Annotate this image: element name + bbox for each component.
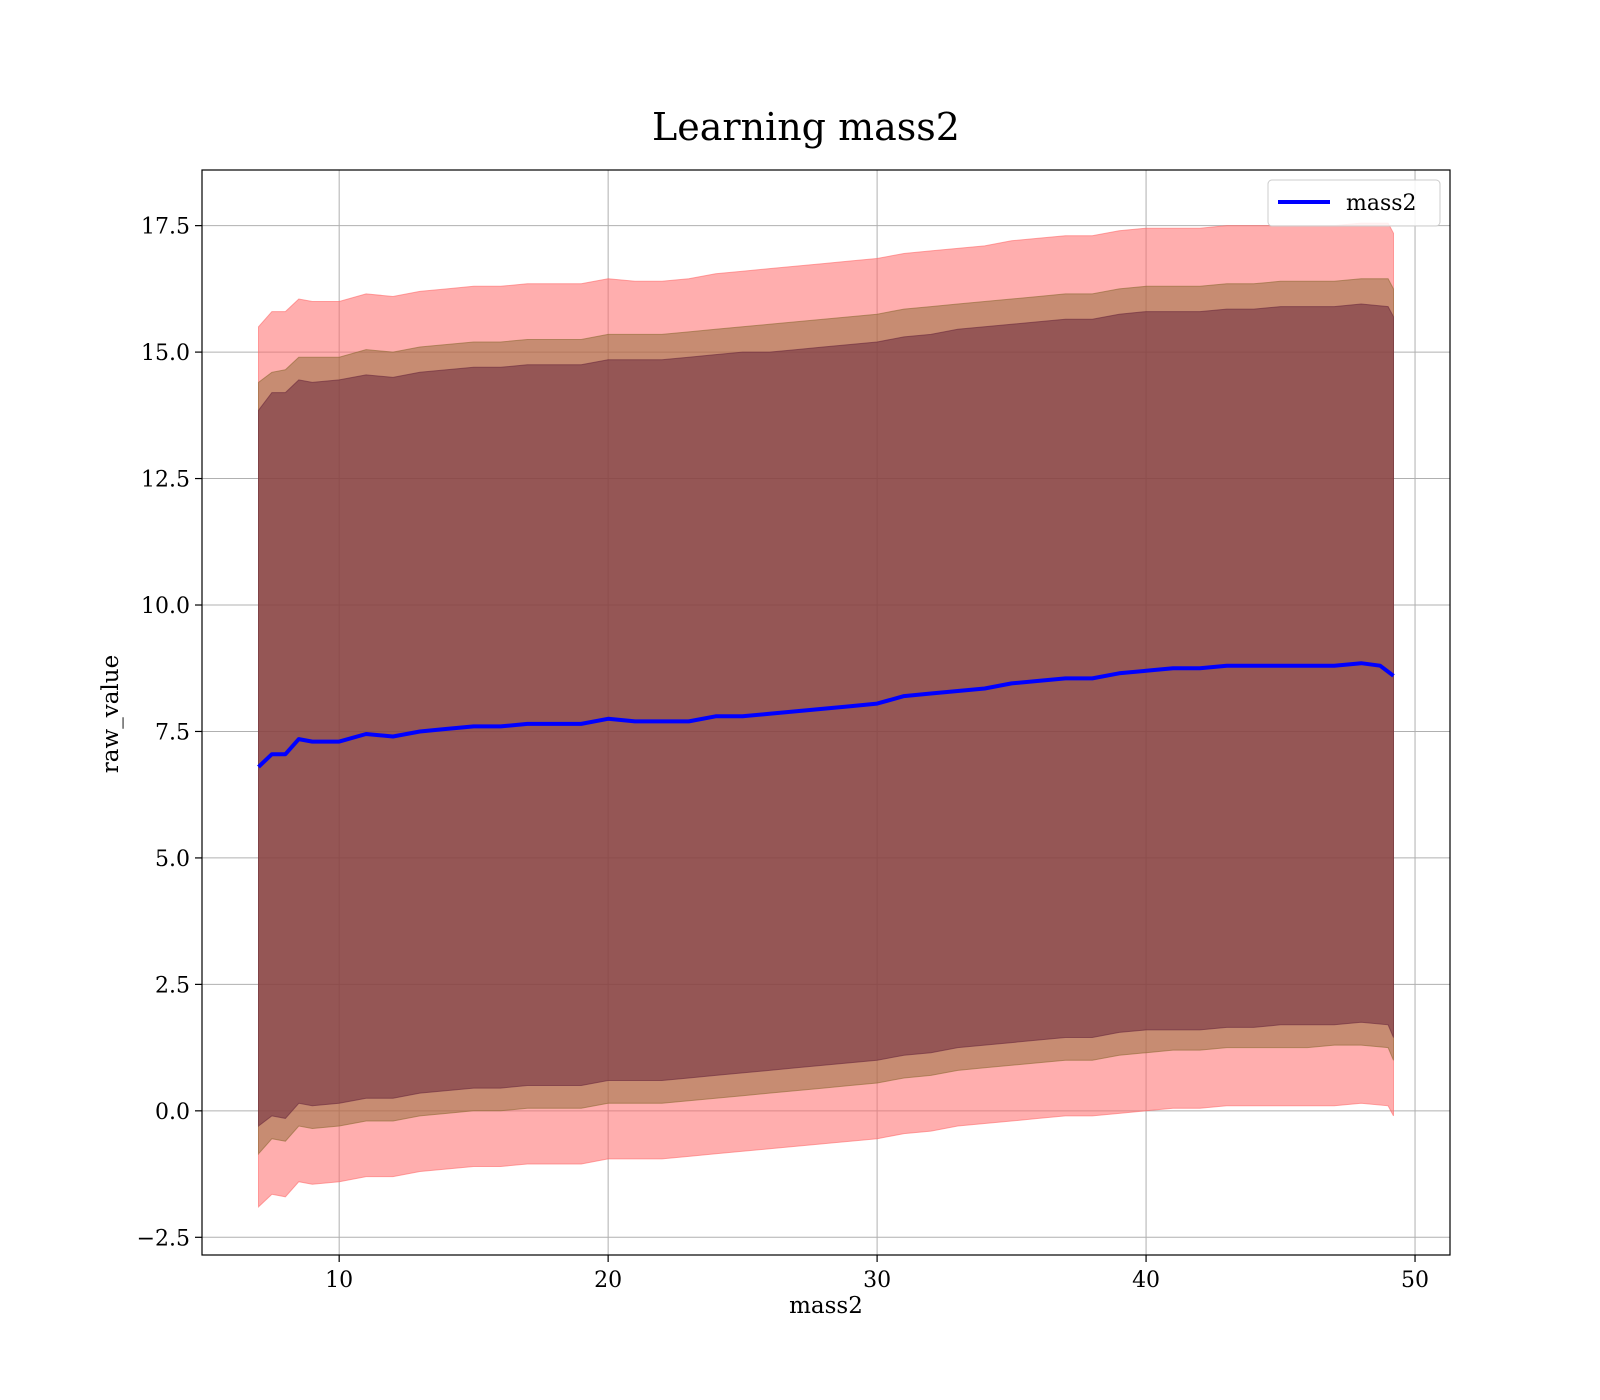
y-tick-label: 17.5 (141, 215, 190, 240)
band-layer (258, 222, 1394, 1209)
confidence-band-3 (258, 303, 1394, 1128)
legend: mass2 (1267, 179, 1441, 227)
x-tick-label: 30 (863, 1268, 891, 1293)
y-tick-label: 0.0 (155, 1100, 190, 1125)
y-tick-label: 5.0 (155, 847, 190, 872)
x-axis-ticks: 10 20 30 40 50 (325, 1255, 1429, 1293)
y-tick-label: 15.0 (141, 341, 190, 366)
plot-frame (201, 169, 1451, 1256)
series-line-mass2 (257, 661, 1395, 769)
x-tick-label: 20 (594, 1268, 622, 1293)
y-tick-label: 2.5 (155, 973, 190, 998)
y-tick-label: −2.5 (137, 1226, 190, 1251)
y-tick-label: 12.5 (141, 468, 190, 493)
y-axis-ticks: −2.5 0.0 2.5 5.0 7.5 10.0 12.5 15.0 17.5 (137, 215, 202, 1251)
y-tick-label: 10.0 (141, 594, 190, 619)
x-tick-label: 50 (1401, 1268, 1429, 1293)
chart-title: Learning mass2 (652, 105, 960, 149)
line-layer (257, 661, 1395, 769)
x-tick-label: 10 (325, 1268, 353, 1293)
y-axis-label: raw_value (98, 655, 124, 773)
legend-box (1267, 179, 1441, 227)
x-axis-label: mass2 (789, 1293, 863, 1319)
legend-label-mass2: mass2 (1346, 191, 1417, 216)
y-tick-label: 7.5 (155, 720, 190, 745)
x-tick-label: 40 (1132, 1268, 1160, 1293)
